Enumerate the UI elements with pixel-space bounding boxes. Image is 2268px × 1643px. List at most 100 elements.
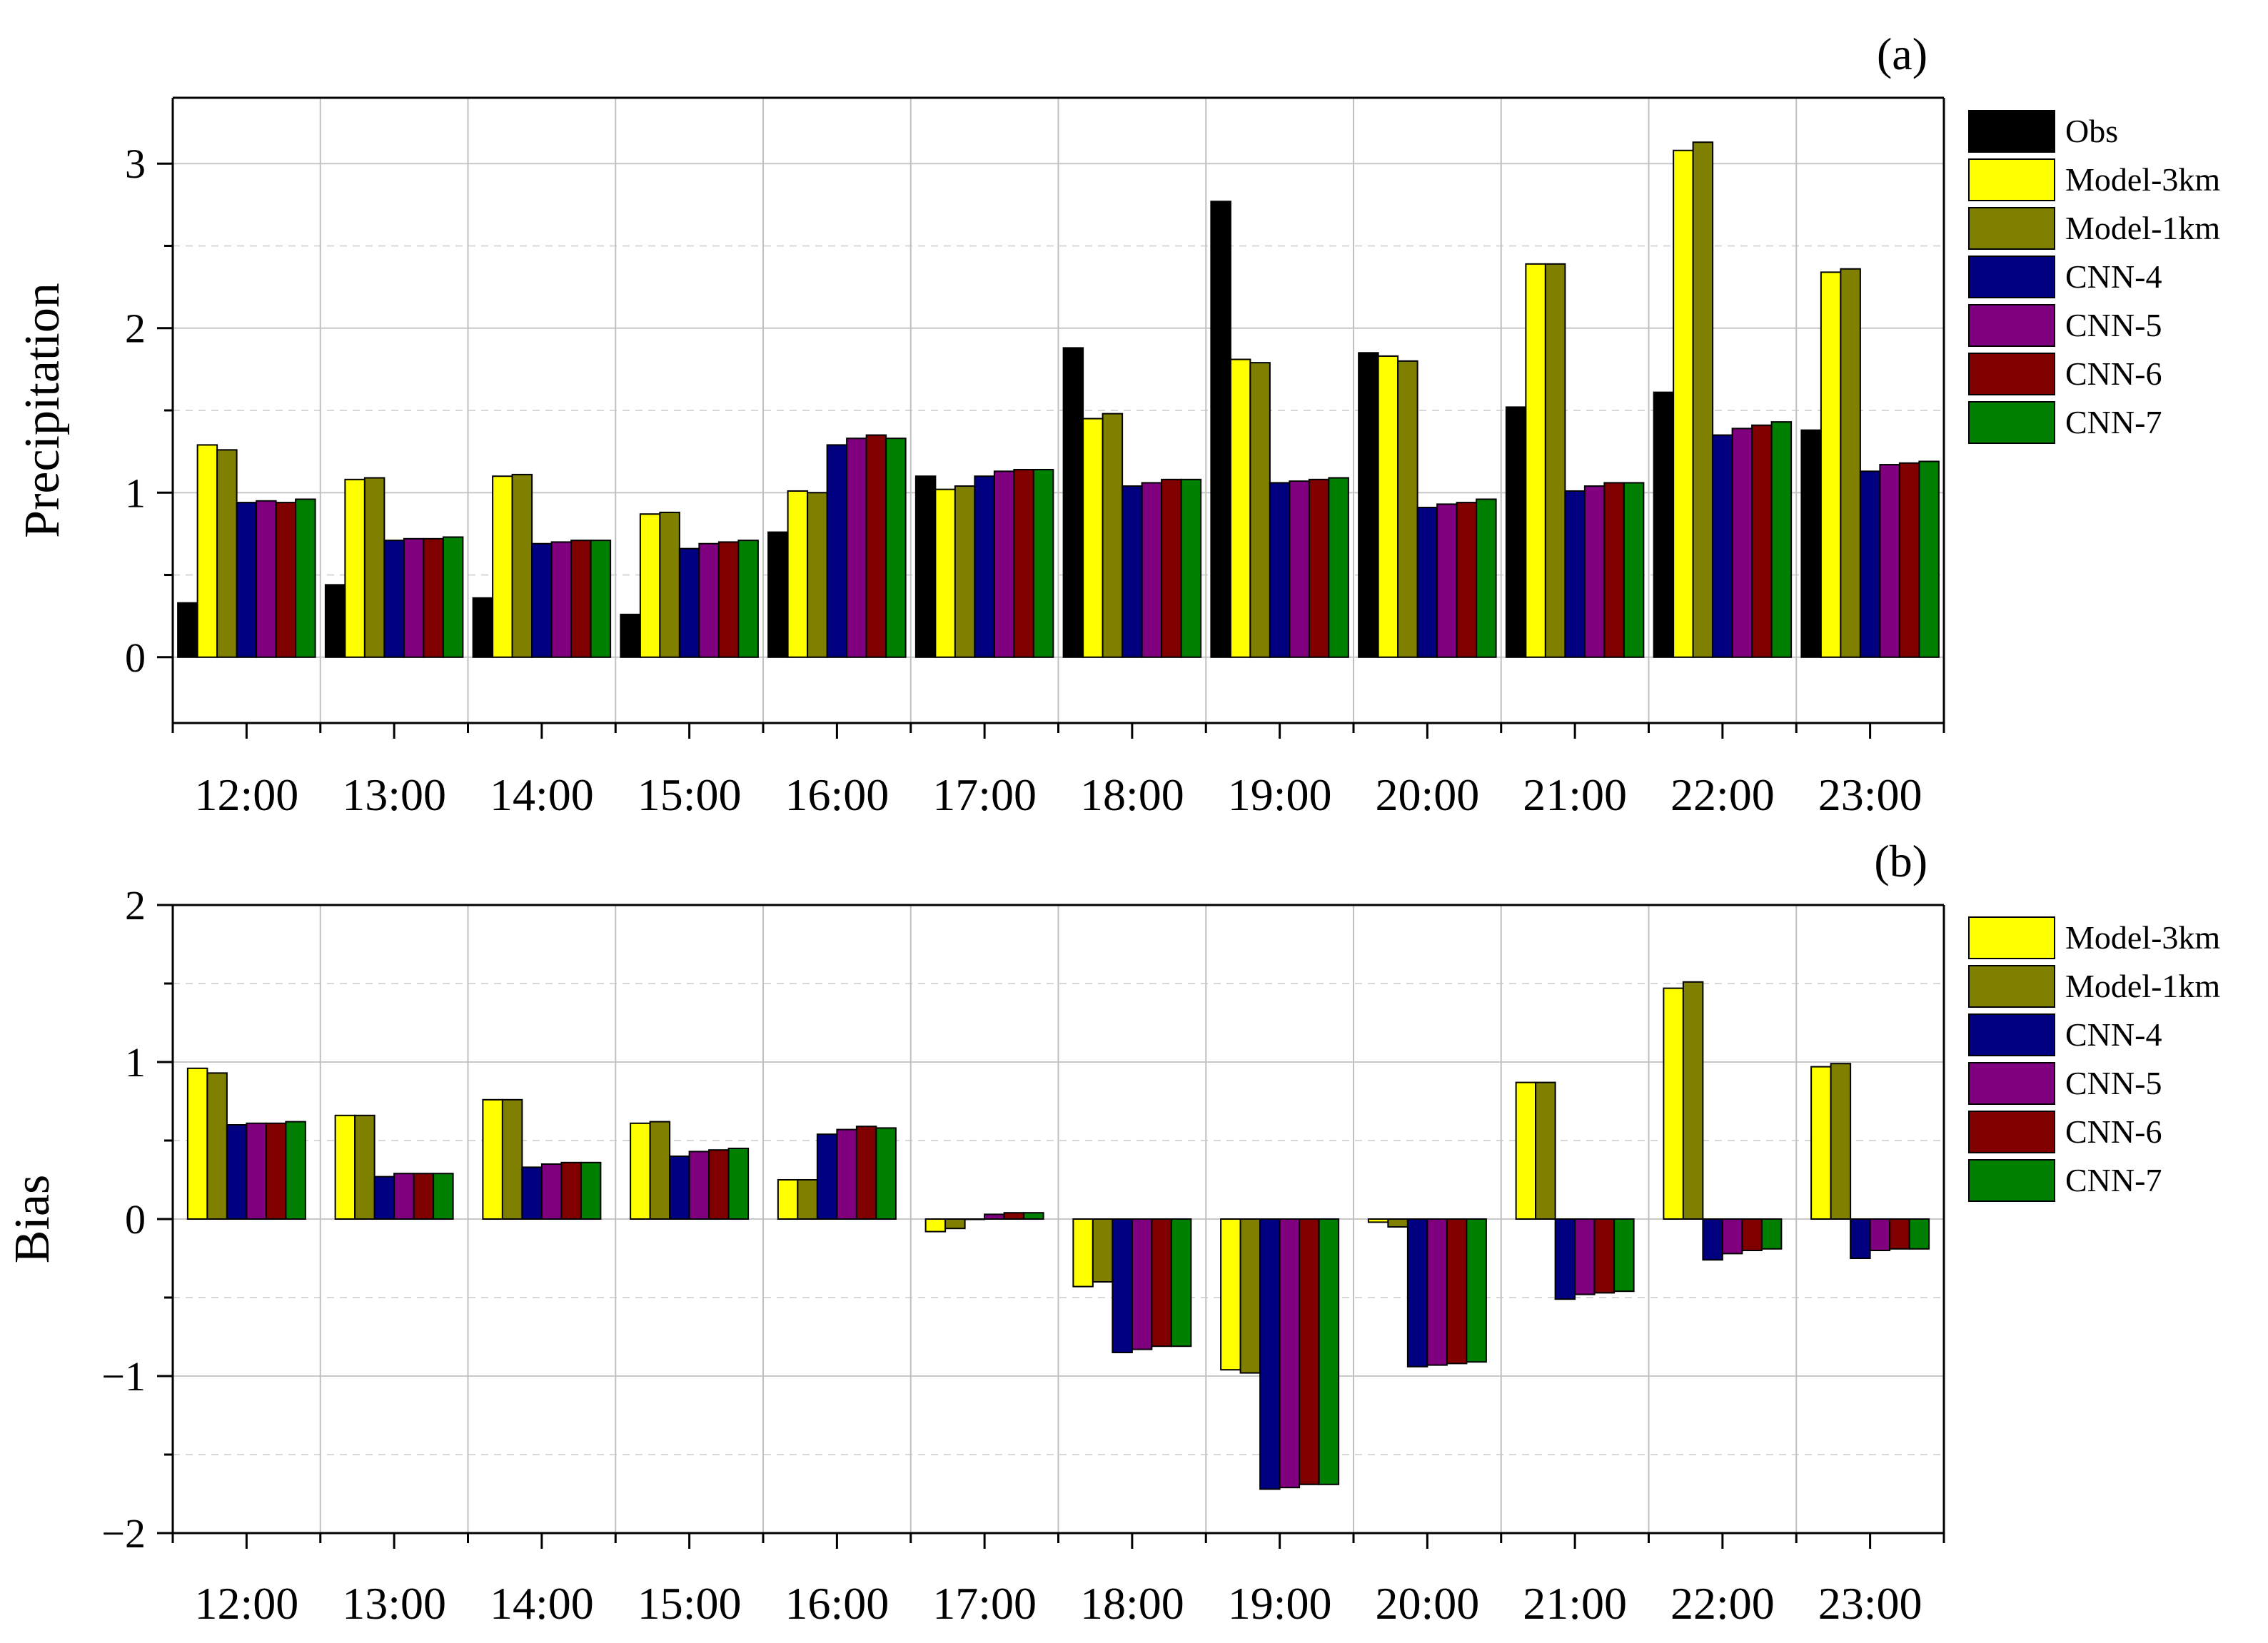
bar-model-1km-1500	[649, 1121, 671, 1220]
bar-cnn-5-2200	[1721, 1218, 1743, 1255]
bar-model-1km-1200	[206, 1072, 228, 1220]
bar-model-1km-1300	[363, 477, 385, 658]
legend-label-cnn-4: CNN-4	[2065, 1016, 2162, 1053]
bar-cnn-7-2100	[1623, 482, 1645, 658]
bar-cnn-7-1300	[433, 1173, 454, 1220]
bar-model-1km-1600	[807, 492, 828, 658]
bar-model-1km-1200	[216, 449, 238, 658]
legend-swatch-model-3km	[1968, 158, 2055, 201]
legend-swatch-cnn-6	[1968, 353, 2055, 395]
bar-model-3km-2200	[1673, 149, 1694, 658]
bar-cnn-7-2100	[1613, 1218, 1635, 1293]
bar-model-1km-1700	[944, 1218, 966, 1230]
panel-label: (b)	[1874, 836, 1927, 886]
bar-cnn-4-1200	[226, 1124, 248, 1220]
bar-cnn-6-1800	[1151, 1218, 1172, 1348]
bar-cnn-5-1800	[1141, 482, 1163, 658]
bar-model-3km-2300	[1810, 1066, 1832, 1220]
x-tick-label: 19:00	[1228, 1578, 1332, 1629]
bar-cnn-7-1900	[1328, 477, 1349, 658]
precipitation-panel: 0 1 2 3 12:00 13:00 14:00 15:00 16:00 17:00 18:00 1…	[15, 29, 2220, 820]
bar-model-3km-1200	[186, 1067, 208, 1220]
bar-cnn-7-1500	[737, 540, 759, 658]
bar-cnn-6-1500	[708, 1149, 730, 1220]
bar-cnn-5-1700	[993, 470, 1015, 658]
bar-cnn-4-2200	[1702, 1218, 1723, 1261]
x-tick-label: 14:00	[490, 1578, 594, 1629]
x-tick-label: 19:00	[1228, 769, 1332, 820]
bar-cnn-6-2000	[1456, 502, 1478, 658]
legend-label-cnn-7: CNN-7	[2065, 1162, 2162, 1198]
bar-obs-2000	[1358, 352, 1379, 658]
bar-cnn-4-1600	[816, 1133, 838, 1220]
legend-swatch-model-3km	[1968, 916, 2055, 959]
bar-model-3km-1600	[777, 1179, 799, 1220]
x-tick-label: 15:00	[637, 769, 742, 820]
bar-cnn-5-1600	[836, 1128, 857, 1220]
x-tick-label: 22:00	[1670, 1578, 1775, 1629]
bar-model-3km-1900	[1229, 358, 1251, 658]
y-tick-label: −2	[101, 1510, 146, 1557]
bar-obs-1400	[472, 597, 494, 658]
bar-obs-1300	[324, 584, 346, 658]
bar-cnn-5-2000	[1426, 1218, 1448, 1366]
bar-cnn-7-2200	[1760, 1218, 1783, 1250]
x-tick-label: 18:00	[1080, 769, 1184, 820]
bar-cnn-7-1600	[885, 438, 907, 658]
bar-cnn-4-2300	[1850, 1218, 1871, 1259]
bias-panel: −2 −1 0 1 2 12:00 13:00 14:00 15:00 16:00 17:00 18:…	[5, 836, 2220, 1629]
bar-model-1km-2100	[1544, 263, 1566, 658]
legend-label-cnn-4: CNN-4	[2065, 258, 2162, 295]
bar-cnn-7-1600	[875, 1127, 897, 1220]
bar-cnn-6-1600	[865, 434, 887, 658]
bar-model-3km-2200	[1663, 987, 1684, 1220]
bar-cnn-6-2000	[1446, 1218, 1468, 1365]
bar-cnn-7-2200	[1770, 421, 1793, 658]
bar-model-1km-1500	[659, 511, 680, 658]
bar-model-3km-1900	[1220, 1218, 1241, 1371]
bar-cnn-5-2000	[1436, 503, 1458, 658]
bar-cnn-7-1800	[1180, 478, 1202, 658]
bar-cnn-5-1900	[1279, 1218, 1301, 1489]
bar-cnn-6-2100	[1593, 1218, 1616, 1294]
bar-cnn-4-1400	[521, 1166, 543, 1220]
legend-swatch-cnn-6	[1968, 1111, 2055, 1153]
panel-label: (a)	[1877, 29, 1927, 79]
bar-cnn-5-1200	[246, 1122, 267, 1220]
legend-label-cnn-6: CNN-6	[2065, 355, 2162, 392]
bar-model-3km-1600	[787, 490, 809, 658]
bar-cnn-6-1700	[1003, 1212, 1025, 1220]
bar-model-3km-1300	[344, 478, 366, 658]
x-tick-label: 22:00	[1670, 769, 1775, 820]
bar-cnn-4-1200	[236, 502, 258, 658]
bar-cnn-6-1200	[265, 1122, 287, 1220]
bar-cnn-5-2100	[1574, 1218, 1596, 1295]
bar-obs-1500	[620, 613, 641, 658]
bar-model-1km-1900	[1239, 1218, 1261, 1374]
bar-model-1km-1900	[1249, 362, 1271, 658]
bar-cnn-4-1300	[383, 540, 405, 658]
y-tick-label: 2	[125, 305, 146, 352]
x-tick-label: 13:00	[342, 1578, 446, 1629]
bar-cnn-4-1900	[1259, 1218, 1281, 1490]
bar-cnn-5-1800	[1131, 1218, 1153, 1350]
bar-cnn-7-2000	[1476, 498, 1497, 658]
x-tick-label: 21:00	[1523, 1578, 1627, 1629]
x-tick-label: 13:00	[342, 769, 446, 820]
bar-model-1km-2100	[1535, 1081, 1556, 1220]
bar-model-3km-1200	[196, 444, 218, 658]
bar-cnn-5-1900	[1289, 480, 1310, 658]
bar-model-3km-1400	[482, 1098, 503, 1220]
bar-obs-1700	[914, 475, 937, 658]
bar-cnn-6-1500	[717, 541, 740, 658]
bar-obs-1800	[1062, 347, 1084, 658]
x-tick-label: 12:00	[194, 769, 298, 820]
x-tick-label: 23:00	[1818, 769, 1922, 820]
bar-cnn-5-1500	[688, 1151, 710, 1220]
bar-model-1km-2000	[1397, 360, 1418, 658]
y-tick-label: 1	[125, 470, 146, 516]
bar-cnn-4-1500	[678, 547, 700, 658]
bar-cnn-6-2200	[1741, 1218, 1763, 1251]
bar-cnn-4-2300	[1859, 470, 1881, 658]
